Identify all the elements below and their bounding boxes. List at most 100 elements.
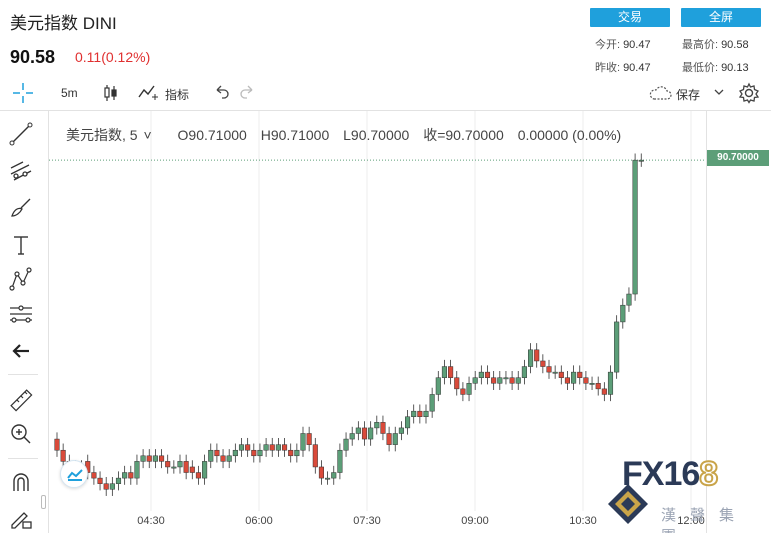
legend-open: O90.71000 [177, 127, 247, 143]
candle-body [337, 449, 343, 473]
legend-low: L90.70000 [343, 127, 410, 143]
candle-body [306, 433, 312, 445]
candle-body [411, 410, 417, 417]
candle-body [60, 449, 66, 462]
candle-body [103, 483, 109, 490]
cloud-icon[interactable] [648, 85, 672, 104]
brush-icon[interactable] [8, 195, 34, 221]
trendline-icon[interactable] [8, 121, 34, 147]
candle-body [435, 377, 441, 395]
candle-body [294, 449, 300, 457]
legend-change: 0.00000 (0.00%) [517, 127, 622, 143]
time-label: 10:30 [569, 515, 597, 527]
indicators-icon[interactable] [138, 83, 160, 104]
candle-body [429, 394, 435, 412]
candle-body [140, 455, 146, 462]
back-arrow-icon[interactable] [8, 338, 34, 364]
instrument-title: 美元指数 DINI [10, 14, 117, 33]
candle-body [232, 449, 238, 457]
candle-body [343, 438, 349, 451]
save-button[interactable]: 保存 [676, 88, 701, 102]
undo-icon[interactable] [213, 84, 229, 103]
candle-body [398, 427, 404, 434]
candle-body [503, 377, 509, 380]
fullscreen-button[interactable]: 全屏 [681, 8, 761, 27]
candle-body [269, 444, 275, 451]
stat-low-label: 最低价: [682, 62, 719, 74]
sidebar-separator-2 [8, 458, 38, 459]
stat-high: 最高价: 90.58 [682, 36, 749, 52]
watermark-brand-suffix: 8 [698, 454, 719, 494]
crosshair-icon[interactable] [12, 82, 34, 107]
price-axis-divider [706, 110, 707, 533]
time-label: 06:00 [245, 515, 273, 527]
watermark-logo: FX168 [622, 454, 719, 494]
ruler-icon[interactable] [8, 387, 34, 413]
candle-body [318, 466, 324, 479]
price-change: 0.11(0.12%) [75, 49, 151, 65]
candlestick-chart[interactable] [49, 111, 706, 511]
candle-body [165, 461, 171, 468]
candle-body [454, 377, 460, 390]
candle-body [466, 383, 472, 395]
stat-prev-close: 昨收: 90.47 [595, 59, 651, 75]
candle-body [171, 466, 177, 469]
magnet-icon[interactable] [8, 469, 34, 495]
candle-body [540, 360, 546, 367]
candle-body [368, 427, 374, 440]
stat-low: 最低价: 90.13 [682, 59, 749, 75]
sidebar-divider [48, 110, 49, 533]
pencil-lock-icon[interactable] [8, 505, 34, 531]
indicators-button[interactable]: 指标 [165, 88, 190, 102]
text-tool-icon[interactable] [8, 232, 34, 258]
candle-type-icon[interactable] [103, 84, 119, 105]
time-label: 07:30 [353, 515, 381, 527]
candle-body [577, 371, 583, 378]
candle-body [97, 477, 103, 484]
redo-icon[interactable] [240, 84, 256, 103]
candle-body [583, 377, 589, 384]
zoom-in-icon[interactable] [8, 421, 34, 447]
candle-body [325, 477, 331, 480]
legend-dropdown-icon[interactable]: ˅ [143, 127, 152, 143]
candle-body [509, 377, 515, 384]
stat-open-label: 今开: [595, 39, 621, 51]
legend-high: H90.71000 [260, 127, 330, 143]
candle-body [300, 433, 306, 451]
pattern-tool-icon[interactable] [8, 266, 34, 292]
gear-icon[interactable] [738, 82, 760, 107]
sidebar-collapse-handle[interactable] [41, 495, 46, 509]
candle-body [374, 422, 380, 429]
last-price: 90.58 [10, 47, 56, 67]
candle-body [361, 427, 368, 440]
candle-body [183, 461, 189, 473]
candle-body [122, 472, 128, 479]
chart-logo-icon[interactable] [60, 460, 88, 488]
trade-button[interactable]: 交易 [590, 8, 670, 27]
candle-body [620, 304, 626, 323]
chevron-down-icon[interactable] [714, 86, 724, 100]
candle-body [115, 477, 122, 484]
interval-selector[interactable]: 5m [61, 86, 78, 100]
candle-body [195, 472, 201, 479]
candle-body [355, 427, 361, 434]
candle-body [386, 433, 392, 445]
candle-body [515, 377, 521, 384]
candle-body [448, 366, 454, 378]
candle-body [626, 293, 632, 306]
projection-tool-icon[interactable] [8, 301, 34, 327]
candle-body [558, 371, 564, 378]
candle-body [601, 388, 607, 395]
candle-body [263, 444, 269, 451]
candle-body [638, 159, 644, 162]
candle-body [441, 366, 447, 378]
candle-body [571, 371, 577, 384]
fib-retracement-icon[interactable] [8, 158, 34, 184]
legend-close: 收=90.70000 [423, 127, 504, 143]
watermark-company: 漢聲集團 [661, 507, 749, 533]
candle-body [484, 371, 491, 378]
candle-body [257, 449, 263, 457]
candle-body [405, 416, 411, 429]
candle-body [282, 444, 288, 451]
candle-body [472, 377, 478, 384]
